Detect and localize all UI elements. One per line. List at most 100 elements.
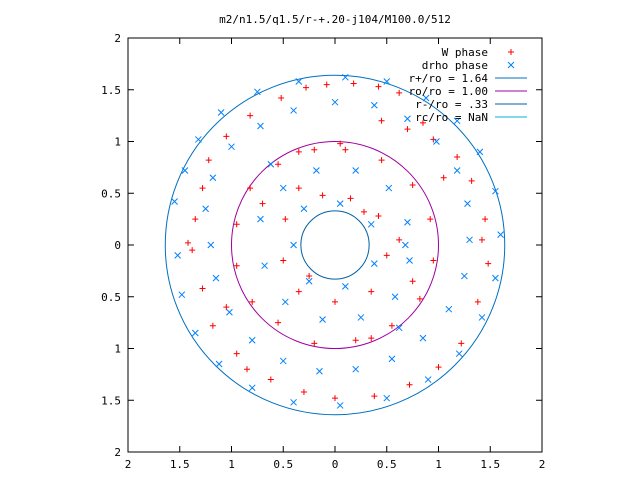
w-phase-point — [427, 216, 434, 223]
w-phase-point — [259, 200, 266, 207]
circle-0 — [164, 74, 506, 416]
w-phase-point — [406, 381, 413, 388]
x-tick-label: 1 — [435, 458, 442, 471]
drho-phase-point — [217, 109, 225, 116]
drho-phase-point — [385, 184, 393, 192]
y-tick-label: 0 — [114, 239, 121, 252]
w-phase-point — [332, 298, 338, 305]
y-tick-label: 0.5 — [101, 291, 121, 304]
w-phase-point — [409, 278, 416, 285]
w-phase-point — [247, 185, 254, 192]
w-phase-point — [360, 208, 367, 215]
legend-label: r-/ro = .33 — [415, 98, 488, 111]
drho-phase-point — [464, 200, 471, 207]
w-phase-point — [189, 247, 196, 254]
drho-phase-point — [433, 138, 440, 145]
w-phase-point — [223, 133, 230, 140]
legend-swatch — [508, 49, 514, 55]
x-tick-label: 2 — [125, 458, 132, 471]
drho-phase-point — [279, 357, 287, 365]
w-phase-point — [404, 126, 411, 133]
circle-1 — [231, 141, 439, 349]
w-phase-point — [280, 257, 287, 264]
w-phase-point — [375, 213, 382, 220]
drho-phase-point — [171, 198, 178, 205]
drho-phase-point — [215, 360, 223, 368]
w-phase-point — [478, 236, 485, 243]
drho-phase-point — [295, 78, 303, 85]
legend-label: W phase — [442, 46, 488, 59]
drho-phase-point — [367, 220, 375, 228]
w-phase-point — [474, 298, 481, 305]
drho-phase-point — [191, 329, 199, 337]
drho-phase-point — [209, 174, 217, 182]
x-tick-label: 0 — [332, 458, 339, 471]
legend-swatch — [507, 61, 515, 69]
drho-phase-point — [300, 205, 308, 213]
w-phase-point — [482, 216, 489, 223]
axis-ticks: 2 1.5 1 0.5 0 0.5 1 1.5 221.510.500.511.52 — [101, 32, 545, 471]
drho-phase-point — [290, 398, 297, 406]
drho-phase-point — [406, 257, 413, 264]
w-phase-point — [371, 393, 378, 400]
w-phase-point — [378, 157, 385, 164]
w-phase-point — [244, 366, 251, 373]
w-phase-point — [247, 112, 254, 119]
w-phase-point — [267, 376, 274, 383]
w-phase-point — [454, 154, 461, 161]
w-phase-point — [430, 136, 437, 143]
drho-phase-point — [257, 215, 264, 223]
w-phase-point — [199, 185, 206, 192]
w-phase-point — [233, 350, 240, 357]
w-phase-point — [350, 80, 357, 87]
drho-phase-point — [388, 355, 396, 363]
y-tick-label: 2 — [114, 32, 121, 45]
x-tick-label: 2 — [539, 458, 546, 471]
w-phase-point — [205, 157, 212, 164]
w-phase-point — [352, 337, 359, 344]
drho-phase-point — [181, 167, 189, 174]
drho-phase-point — [370, 101, 378, 109]
w-phase-point — [383, 252, 390, 259]
drho-phase-point — [341, 73, 349, 81]
x-tick-label: 1.5 — [170, 458, 190, 471]
w-phase-point — [311, 340, 318, 347]
drho-phase-point — [207, 241, 215, 249]
drho-phase-point — [228, 143, 235, 151]
w-phase-point — [416, 295, 423, 302]
drho-phase-point — [461, 272, 468, 280]
w-phase-point — [347, 195, 354, 202]
y-tick-label: 1 — [114, 136, 121, 149]
drho-phase-point — [331, 98, 339, 106]
drho-phase-point — [267, 160, 275, 168]
w-phase-point — [435, 364, 442, 371]
w-phase-point — [275, 319, 282, 326]
y-tick-label: 1.5 — [101, 394, 121, 407]
drho-phase-point — [305, 277, 313, 285]
drho-phase-point — [279, 184, 287, 192]
w-phase-point — [278, 95, 285, 102]
drho-phase-point — [352, 365, 360, 373]
drho-phase-point — [290, 107, 297, 114]
drho-phase-point — [424, 376, 432, 383]
drho-phase-point — [357, 314, 365, 321]
chart-title: m2/n1.5/q1.5/r-+.20-j104/M100.0/512 — [219, 13, 451, 26]
w-phase-point — [295, 288, 302, 295]
legend-label: rc/ro = NaN — [415, 111, 488, 124]
w-phase-point — [199, 285, 206, 292]
x-tick-label: 0.5 — [377, 458, 397, 471]
w-phase-point — [378, 117, 385, 124]
w-phase-point — [375, 83, 382, 90]
w-phase-point — [337, 140, 344, 147]
drho-phase-point — [352, 167, 360, 174]
drho-phase-point — [212, 274, 220, 282]
data-points — [171, 73, 504, 409]
w-phase-point — [295, 148, 302, 155]
drho-phase-point — [248, 384, 256, 392]
drho-phase-point — [497, 231, 504, 239]
w-phase-point — [342, 146, 349, 153]
w-phase-point — [419, 119, 426, 126]
w-phase-point — [295, 185, 302, 192]
